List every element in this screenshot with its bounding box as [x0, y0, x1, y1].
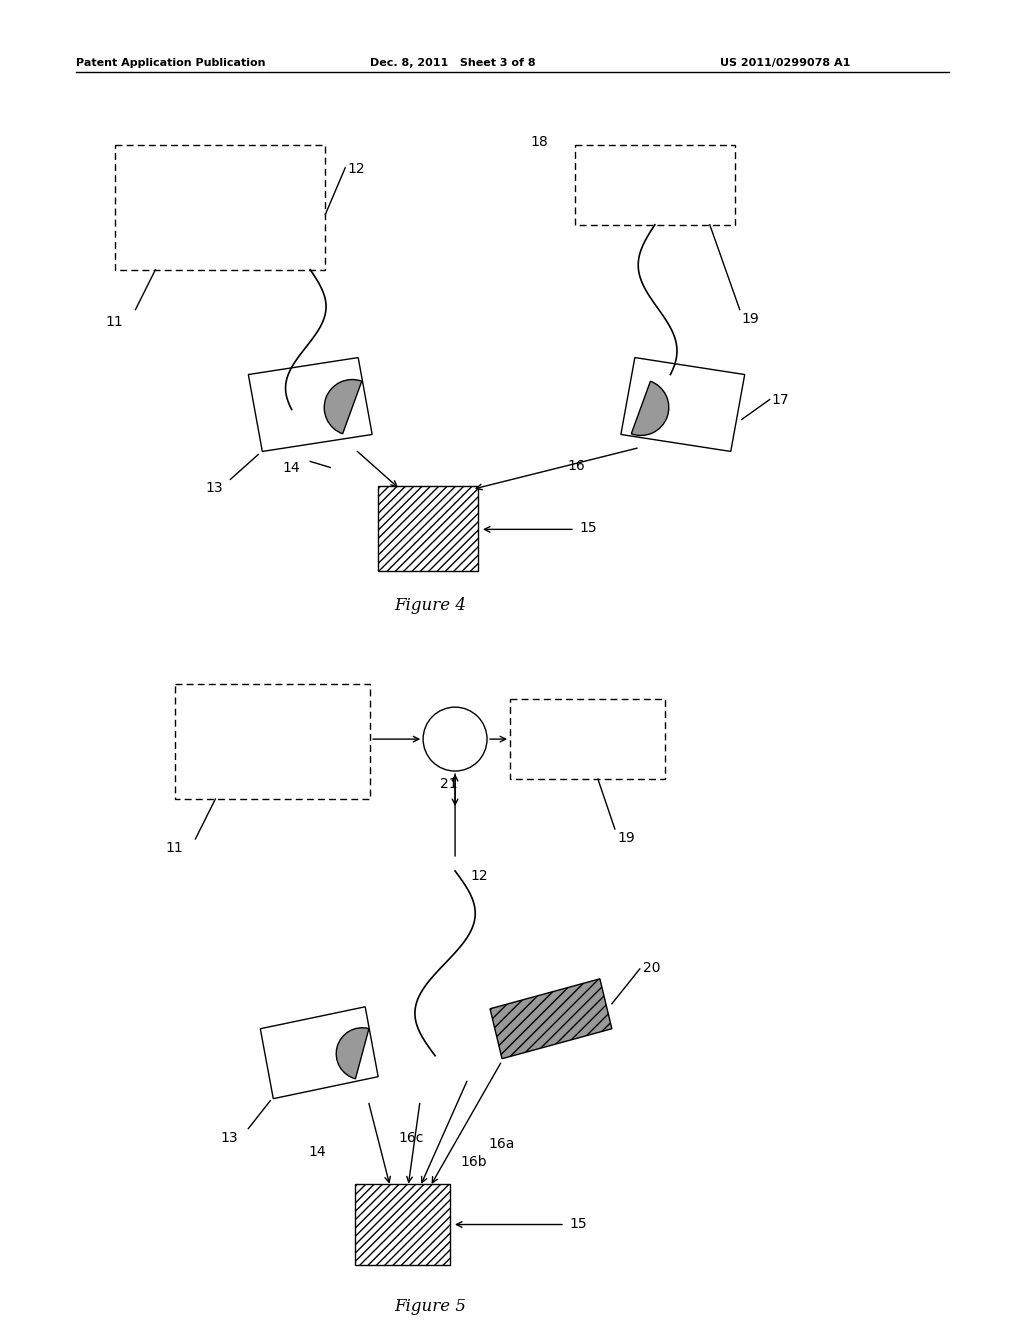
- FancyBboxPatch shape: [116, 145, 326, 269]
- Text: 15: 15: [580, 521, 598, 536]
- FancyBboxPatch shape: [574, 145, 735, 224]
- Text: 11: 11: [166, 841, 183, 855]
- Text: 14: 14: [308, 1144, 326, 1159]
- FancyBboxPatch shape: [175, 684, 370, 799]
- Text: 17: 17: [772, 392, 790, 407]
- Text: 13: 13: [220, 1131, 238, 1144]
- Polygon shape: [621, 358, 744, 451]
- Polygon shape: [248, 358, 372, 451]
- Text: 12: 12: [347, 162, 365, 176]
- Text: 16: 16: [568, 459, 586, 474]
- FancyBboxPatch shape: [510, 700, 665, 779]
- Text: 18: 18: [530, 135, 548, 149]
- Text: US 2011/0299078 A1: US 2011/0299078 A1: [720, 58, 850, 67]
- Wedge shape: [631, 381, 669, 436]
- Text: Patent Application Publication: Patent Application Publication: [76, 58, 265, 67]
- Circle shape: [423, 708, 487, 771]
- Text: 16a: 16a: [488, 1137, 514, 1151]
- Polygon shape: [490, 979, 612, 1059]
- Text: 13: 13: [206, 482, 223, 495]
- FancyBboxPatch shape: [355, 1184, 451, 1266]
- Wedge shape: [325, 380, 361, 434]
- Text: 16b: 16b: [460, 1155, 486, 1168]
- Text: Dec. 8, 2011   Sheet 3 of 8: Dec. 8, 2011 Sheet 3 of 8: [370, 58, 536, 67]
- Text: 12: 12: [470, 869, 487, 883]
- Text: Figure 5: Figure 5: [394, 1299, 466, 1316]
- FancyBboxPatch shape: [378, 486, 478, 572]
- Text: 19: 19: [617, 832, 636, 845]
- Polygon shape: [260, 1007, 378, 1098]
- Text: 19: 19: [741, 312, 760, 326]
- Text: 14: 14: [283, 462, 300, 475]
- Wedge shape: [336, 1028, 369, 1078]
- Text: 15: 15: [570, 1217, 588, 1230]
- Text: 16c: 16c: [398, 1131, 424, 1144]
- Text: 11: 11: [105, 314, 123, 329]
- Text: 20: 20: [643, 961, 660, 975]
- Text: Figure 4: Figure 4: [394, 597, 466, 614]
- Text: 21: 21: [440, 777, 458, 791]
